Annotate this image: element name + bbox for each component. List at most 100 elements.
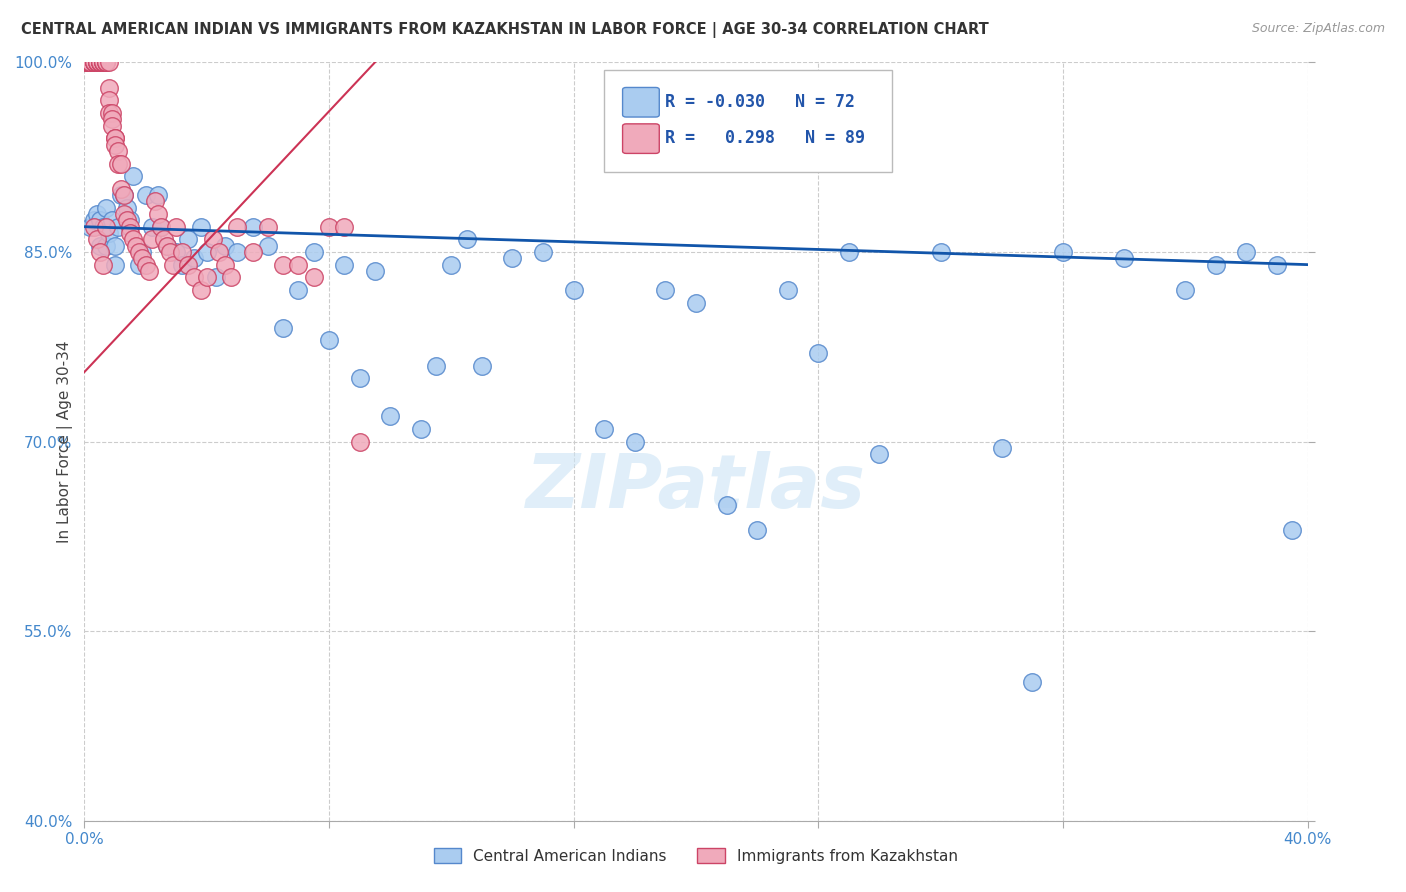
- Point: [112, 188, 135, 202]
- Point: [128, 258, 150, 272]
- Point: [165, 244, 187, 259]
- Point: [333, 258, 356, 272]
- Point: [97, 55, 120, 70]
- Point: [91, 55, 114, 70]
- Point: [807, 346, 830, 360]
- Point: [302, 244, 325, 259]
- Point: [83, 55, 105, 70]
- Point: [97, 226, 120, 240]
- Point: [172, 244, 194, 259]
- Point: [502, 252, 524, 266]
- Point: [107, 144, 129, 158]
- Point: [838, 244, 860, 259]
- Point: [110, 156, 132, 170]
- Point: [177, 258, 200, 272]
- Point: [91, 55, 114, 70]
- Point: [624, 434, 647, 449]
- Point: [685, 295, 707, 310]
- Text: CENTRAL AMERICAN INDIAN VS IMMIGRANTS FROM KAZAKHSTAN IN LABOR FORCE | AGE 30-34: CENTRAL AMERICAN INDIAN VS IMMIGRANTS FR…: [21, 22, 988, 38]
- Point: [86, 207, 108, 221]
- Point: [76, 55, 98, 70]
- Point: [1021, 674, 1043, 689]
- Point: [83, 219, 105, 234]
- Point: [349, 434, 371, 449]
- Point: [135, 258, 157, 272]
- Point: [1114, 252, 1136, 266]
- Point: [257, 238, 280, 252]
- Point: [654, 283, 676, 297]
- Point: [101, 112, 124, 127]
- Point: [76, 55, 98, 70]
- Point: [89, 55, 111, 70]
- Point: [79, 219, 101, 234]
- Point: [79, 55, 101, 70]
- Point: [104, 137, 127, 152]
- Point: [101, 106, 124, 120]
- Point: [83, 55, 105, 70]
- Point: [242, 219, 264, 234]
- Point: [143, 194, 166, 209]
- Point: [94, 55, 117, 70]
- Point: [318, 334, 340, 348]
- Point: [195, 244, 218, 259]
- Point: [107, 156, 129, 170]
- Text: ZIPatlas: ZIPatlas: [526, 450, 866, 524]
- Point: [156, 238, 179, 252]
- Point: [190, 219, 212, 234]
- Point: [120, 226, 142, 240]
- Point: [349, 371, 371, 385]
- Point: [271, 258, 294, 272]
- Point: [456, 232, 478, 246]
- Point: [107, 219, 129, 234]
- Point: [1174, 283, 1197, 297]
- Point: [89, 55, 111, 70]
- Point: [104, 131, 127, 145]
- Point: [97, 94, 120, 108]
- Point: [115, 201, 138, 215]
- Point: [76, 55, 98, 70]
- Point: [593, 422, 616, 436]
- Point: [101, 213, 124, 227]
- Point: [104, 131, 127, 145]
- Point: [76, 55, 98, 70]
- Point: [83, 55, 105, 70]
- Point: [79, 55, 101, 70]
- Point: [214, 238, 236, 252]
- Y-axis label: In Labor Force | Age 30-34: In Labor Force | Age 30-34: [58, 340, 73, 543]
- Legend: Central American Indians, Immigrants from Kazakhstan: Central American Indians, Immigrants fro…: [427, 842, 965, 870]
- Point: [226, 219, 249, 234]
- Point: [83, 55, 105, 70]
- Point: [214, 258, 236, 272]
- Point: [76, 55, 98, 70]
- Point: [205, 270, 228, 285]
- FancyBboxPatch shape: [623, 87, 659, 117]
- Point: [110, 182, 132, 196]
- Point: [120, 213, 142, 227]
- Point: [91, 219, 114, 234]
- Point: [409, 422, 432, 436]
- Point: [104, 238, 127, 252]
- Point: [1205, 258, 1227, 272]
- Point: [201, 232, 224, 246]
- Point: [226, 244, 249, 259]
- Point: [1281, 523, 1303, 537]
- Point: [86, 55, 108, 70]
- Point: [94, 238, 117, 252]
- Point: [79, 55, 101, 70]
- Point: [302, 270, 325, 285]
- Point: [364, 264, 387, 278]
- Point: [112, 188, 135, 202]
- Point: [131, 244, 153, 259]
- Point: [716, 498, 738, 512]
- Point: [929, 244, 952, 259]
- Text: Source: ZipAtlas.com: Source: ZipAtlas.com: [1251, 22, 1385, 36]
- FancyBboxPatch shape: [623, 124, 659, 153]
- Point: [91, 258, 114, 272]
- Point: [153, 232, 176, 246]
- Point: [115, 213, 138, 227]
- Point: [425, 359, 447, 373]
- Point: [146, 207, 169, 221]
- FancyBboxPatch shape: [605, 70, 891, 172]
- Point: [287, 258, 309, 272]
- Point: [162, 258, 184, 272]
